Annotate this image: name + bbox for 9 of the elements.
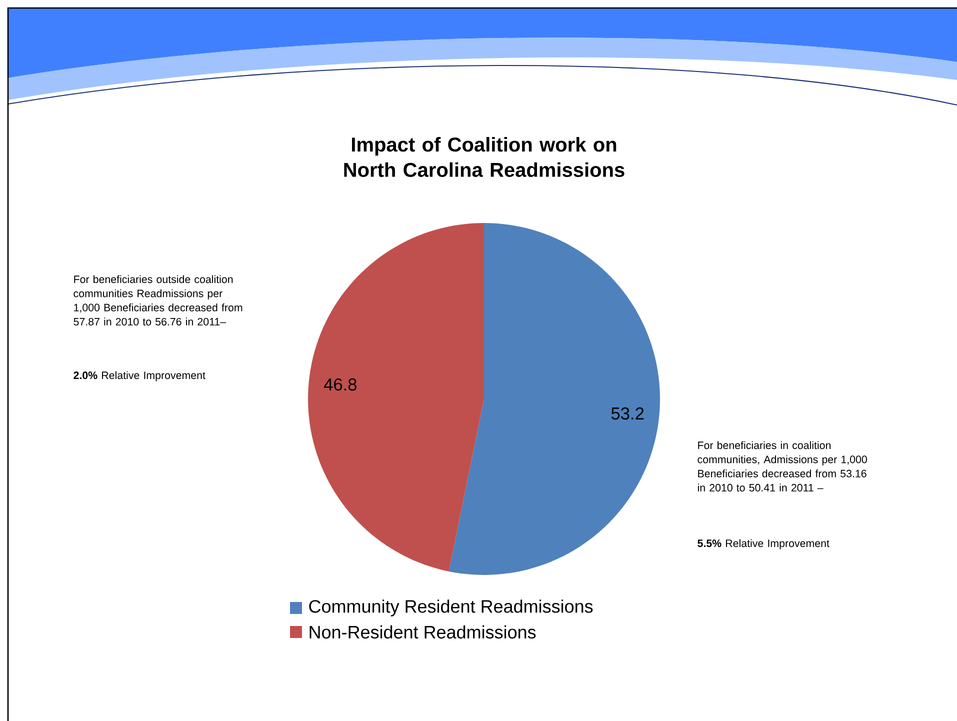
legend-label: Community Resident Readmissions xyxy=(309,600,593,616)
text: 2.0% Relative Improvement xyxy=(74,371,206,382)
text: For beneficiaries in coalition communities, Admissions per 1,000 Beneficiaries decreased from 53.16 in 2010 to 50.41 in 2011 – xyxy=(698,441,867,492)
text: 5.5% Relative Improvement xyxy=(698,539,830,550)
legend-label: Non-Resident Readmissions xyxy=(310,625,536,639)
data-label: 53.2 xyxy=(611,407,644,420)
chart-title: Impact of Coalition work on North Carolina Readmissions xyxy=(344,136,624,177)
data-label: 46.8 xyxy=(324,378,357,391)
text: For beneficiaries outside coalition communities Readmissions per 1,000 Beneficiaries decreased from 57.87 in 2010 to 56.76 in 2011– xyxy=(74,275,242,326)
